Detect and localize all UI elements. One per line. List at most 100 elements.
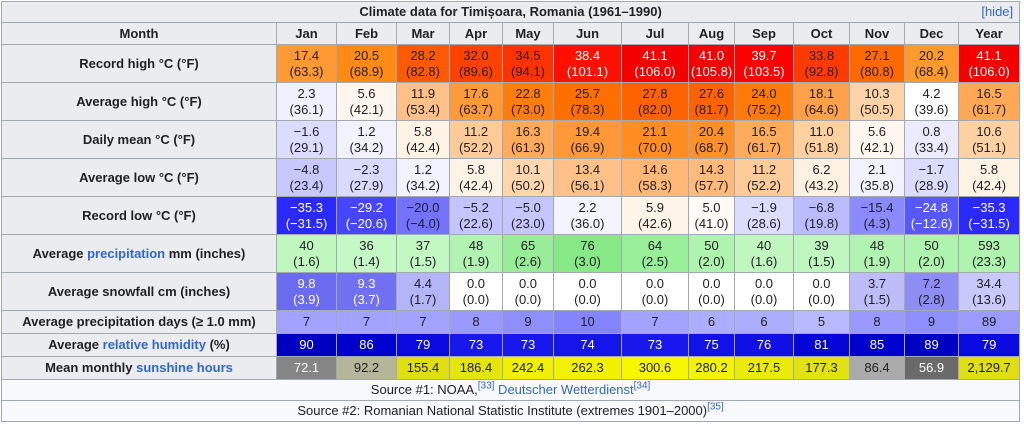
cell-value: 75 [704,337,719,352]
cell-secondary-value: (1.5) [863,291,891,307]
cell-value: 1.2 [413,161,433,177]
cell-secondary-value: (42.6) [638,215,672,231]
cell-value: 39 [814,237,829,253]
citation-link[interactable]: [33] [477,380,495,392]
data-cell: 1.2 (34.2) [336,120,397,159]
cell-value: 24.0 [751,85,777,101]
cell-secondary-value: (−31.5) [285,215,328,231]
cell-value: −35.3 [972,199,1006,215]
cell-value: −24.8 [915,199,948,215]
cell-value: 10.3 [864,85,890,101]
data-cell: 4.2 (39.6) [904,82,959,121]
cell-value: 20.5 [353,47,380,63]
cell-secondary-value: (28.6) [747,215,781,231]
cell-secondary-value: (2.0) [918,253,945,269]
cell-secondary-value: (1.6) [293,253,320,269]
row-label-link[interactable]: precipitation [87,245,166,261]
cell-secondary-value: (50.5) [860,101,894,117]
cell-value: 6.2 [812,161,831,177]
data-cell: 9.3 (3.7) [336,272,397,311]
cell-value: 20.4 [698,123,725,139]
citation-link[interactable]: [35] [707,401,724,413]
data-cell: 7.2 (2.8) [904,272,959,311]
data-cell: 0.0 (0.0) [793,272,850,311]
cell-secondary-value: (82.8) [406,63,440,79]
hide-toggle-link[interactable]: [hide] [981,4,1014,19]
cell-value: 73 [647,337,663,352]
cell-value: 85 [869,337,885,352]
data-cell: 20.5 (68.9) [336,44,397,83]
data-cell: 36 (1.4) [336,234,397,273]
data-cell: 16.5 (61.7) [734,120,794,159]
data-cell: 1.2 (34.2) [396,158,450,197]
cell-value: 92.2 [353,360,380,375]
cell-secondary-value: (61.7) [972,101,1007,117]
cell-value: −29.2 [350,199,383,215]
row-label-link[interactable]: sunshine hours [136,360,233,375]
header-row: Month Jan Feb Mar Apr May Jun Jul Aug Sep Oct Nov D… [1,22,1021,45]
cell-value: 4.2 [922,85,941,101]
table-row: Daily mean °C (°F) −1.6 (29.1) 1.2 (34.2) 5.8… [1,120,1021,159]
cell-value: 18.1 [808,85,835,101]
cell-value: 86.4 [864,360,890,375]
cell-value: 17.6 [463,85,489,101]
data-cell: 177.3 [793,356,850,380]
cell-value: 177.3 [805,360,838,375]
data-cell: 13.4 (56.1) [553,158,622,197]
data-cell: 7 [396,310,450,334]
cell-secondary-value: (2.8) [918,291,945,307]
month-header-jul: Jul [621,22,689,45]
cell-value: 86 [359,337,374,352]
data-cell: 7 [621,310,689,334]
data-cell: 40 (1.6) [734,234,794,273]
cell-value: 280.2 [695,360,728,375]
data-cell: 593 (23.3) [957,234,1021,273]
data-cell: 16.3 (61.3) [502,120,554,159]
data-cell: 73 [621,333,689,357]
data-cell: 2.3 (36.1) [276,82,337,121]
cell-value: 41.1 [642,47,668,63]
data-cell: 5.0 (41.0) [688,196,735,235]
data-cell: 41.1 (106.0) [621,44,689,83]
citation-link[interactable]: [34] [633,380,651,392]
cell-secondary-value: (51.1) [972,139,1007,155]
cell-secondary-value: (−12.6) [910,215,953,231]
cell-value: 72.1 [293,360,320,375]
row-label: Average precipitation mm (inches) [1,234,277,273]
cell-secondary-value: (42.4) [459,177,493,193]
cell-value: 39.7 [751,47,777,63]
cell-value: 5.6 [357,85,376,101]
data-cell: 217.5 [734,356,794,380]
cell-value: 90 [299,337,314,352]
data-cell: 19.4 (66.9) [553,120,622,159]
data-cell: 262.3 [553,356,622,380]
cell-value: 0.8 [922,123,941,139]
data-cell: 7 [336,310,397,334]
data-cell: 50 (2.0) [904,234,959,273]
cell-value: 11.0 [809,123,834,139]
cell-value: 7.2 [922,275,941,291]
table-row: Average precipitation mm (inches) 40 (1.6)… [1,234,1021,273]
data-cell: 242.4 [502,356,554,380]
cell-secondary-value: (36.1) [289,101,324,117]
data-cell: 5 [793,310,850,334]
row-label: Daily mean °C (°F) [1,120,277,159]
data-cell: 5.9 (42.6) [621,196,689,235]
cell-value: 25.7 [574,85,601,101]
data-cell: 25.7 (78.3) [553,82,622,121]
row-label-link[interactable]: relative humidity [102,337,206,352]
row-label-text: Average precipitation days (≥ 1.0 mm) [22,314,256,329]
source-cell: Source #2: Romanian National Statistic I… [0,400,1021,422]
source-link[interactable]: Deutscher Wetterdienst [494,382,634,397]
cell-secondary-value: (68.7) [694,139,729,155]
cell-value: 7 [651,314,659,329]
cell-value: −35.3 [290,199,323,215]
cell-value: 5.8 [980,161,999,177]
data-cell: 65 (2.6) [502,234,554,273]
cell-value: 9.3 [357,275,376,291]
data-cell: 17.4 (63.3) [276,44,337,83]
data-cell: 73 [502,333,554,357]
cell-secondary-value: (106.0) [968,63,1010,79]
cell-secondary-value: (4.3) [863,215,891,231]
month-header-apr: Apr [449,22,503,45]
